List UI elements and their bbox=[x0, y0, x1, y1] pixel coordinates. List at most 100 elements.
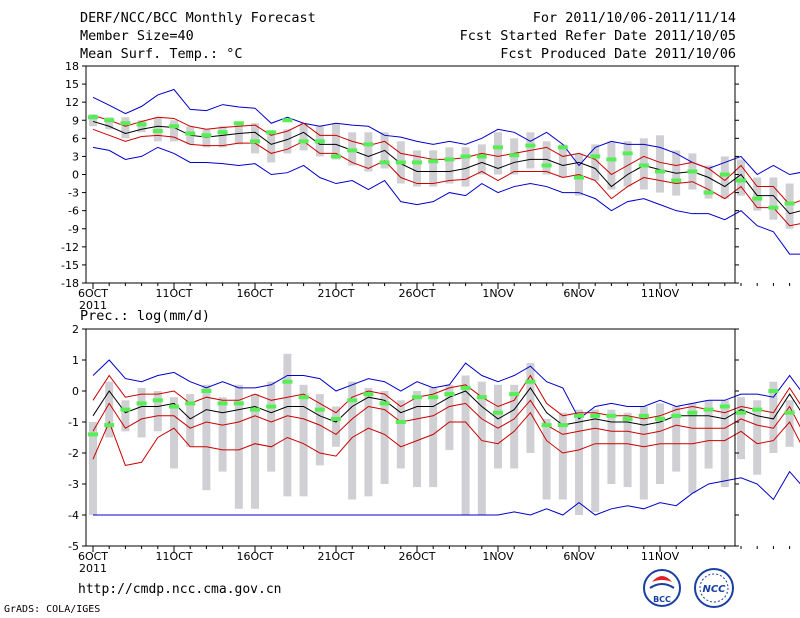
spread-box bbox=[591, 409, 600, 512]
x-tick-label: 16OCT bbox=[236, 287, 273, 300]
median-marker bbox=[557, 145, 568, 150]
x-tick-label: 26OCT bbox=[398, 550, 435, 563]
low2-line bbox=[92, 411, 800, 466]
y-tick-label: 9 bbox=[72, 114, 79, 127]
median-marker bbox=[347, 398, 358, 403]
median-marker bbox=[622, 151, 633, 156]
upper-line bbox=[92, 374, 800, 420]
refer-date: Fcst Started Refer Date 2011/10/05 bbox=[459, 28, 736, 44]
plot-frame bbox=[85, 328, 736, 547]
median-marker bbox=[703, 190, 714, 195]
median-marker bbox=[525, 143, 536, 148]
member-size: Member Size=40 bbox=[80, 28, 194, 44]
spread-box bbox=[332, 406, 340, 447]
spread-box bbox=[413, 391, 421, 488]
y-tick-label: -18 bbox=[61, 277, 79, 290]
grads-credit: GrADS: COLA/IGES bbox=[4, 604, 101, 615]
spread-box bbox=[315, 394, 324, 466]
median-marker bbox=[784, 201, 795, 206]
source-url[interactable]: http://cmdp.ncc.cma.gov.cn bbox=[78, 582, 282, 597]
median-marker bbox=[88, 115, 98, 120]
median-marker bbox=[638, 163, 649, 168]
median-marker bbox=[412, 395, 422, 400]
spread-box bbox=[461, 375, 470, 515]
spread-box bbox=[364, 387, 373, 497]
chart-title: DERF/NCC/BCC Monthly Forecast bbox=[80, 10, 316, 26]
median-marker bbox=[655, 416, 665, 421]
spread-box bbox=[105, 117, 114, 130]
median-marker bbox=[363, 142, 374, 147]
bcc-logo-text: BCC bbox=[653, 595, 671, 604]
spread-box bbox=[299, 123, 308, 151]
median-marker bbox=[266, 404, 277, 409]
spread-box bbox=[575, 409, 583, 515]
spread-box bbox=[89, 114, 97, 127]
spread-box bbox=[639, 406, 648, 500]
median-marker bbox=[88, 432, 98, 437]
spread-box bbox=[267, 381, 276, 472]
median-marker bbox=[493, 145, 503, 150]
y-tick-label: 15 bbox=[65, 78, 79, 91]
median-marker bbox=[444, 392, 455, 397]
spread-box bbox=[283, 129, 292, 154]
spread-box bbox=[737, 159, 745, 196]
min-line bbox=[93, 470, 800, 516]
x-tick-label: 11OCT bbox=[155, 287, 192, 300]
median-marker bbox=[574, 413, 584, 418]
bcc-logo: BCC bbox=[643, 569, 681, 607]
median-marker bbox=[282, 379, 293, 384]
lower-line bbox=[92, 399, 800, 436]
spread-box bbox=[429, 150, 438, 187]
median-marker bbox=[152, 129, 163, 134]
spread-box bbox=[542, 418, 551, 500]
median-marker bbox=[217, 130, 228, 135]
median-marker bbox=[347, 148, 358, 153]
median-marker bbox=[444, 157, 455, 162]
y-tick-label: -9 bbox=[68, 223, 79, 236]
upper-line bbox=[92, 114, 800, 206]
spread-box bbox=[510, 384, 519, 469]
median-marker bbox=[104, 118, 115, 123]
produced-date: Fcst Produced Date 2011/10/06 bbox=[500, 46, 736, 62]
spread-box bbox=[202, 129, 211, 148]
median-marker bbox=[136, 122, 147, 127]
x-tick-label: 1NOV bbox=[482, 287, 514, 300]
median-marker bbox=[201, 389, 212, 393]
spread-box bbox=[105, 381, 114, 438]
median-marker bbox=[201, 133, 212, 138]
median-marker bbox=[476, 395, 487, 400]
median-marker bbox=[460, 154, 471, 159]
median-marker bbox=[331, 416, 341, 421]
x-tick-label: 11OCT bbox=[155, 550, 192, 563]
median-marker bbox=[687, 410, 698, 415]
precip-label: Prec.: log(mm/d) bbox=[80, 308, 211, 324]
median-marker bbox=[687, 169, 698, 174]
median-marker bbox=[703, 407, 714, 412]
spread-box bbox=[153, 391, 162, 432]
x-tick-label: 11NOV bbox=[641, 550, 680, 563]
spread-box bbox=[558, 144, 567, 178]
logos: BCC NCC bbox=[643, 568, 734, 608]
median-marker bbox=[476, 154, 487, 159]
median-marker bbox=[314, 139, 325, 144]
y-tick-label: 1 bbox=[72, 354, 79, 367]
spread-box bbox=[267, 132, 276, 163]
spread-box bbox=[477, 144, 486, 175]
spread-box bbox=[494, 384, 502, 469]
spread-box bbox=[380, 391, 389, 484]
spread-box bbox=[137, 387, 146, 438]
plot-frame bbox=[85, 65, 736, 284]
spread-box bbox=[251, 394, 259, 509]
y-tick-label: -1 bbox=[68, 416, 79, 429]
median-marker bbox=[541, 163, 552, 168]
median-marker bbox=[298, 139, 309, 144]
spread-box bbox=[607, 141, 616, 190]
y-tick-label: -3 bbox=[68, 187, 79, 200]
y-tick-label: 6 bbox=[72, 132, 79, 145]
temperature-chart: -18 -15 -12 -9 -6 -3 0 3 6 9 12 15 18 6OCT 11OCT 16OCT 2… bbox=[61, 60, 800, 310]
spread-box bbox=[89, 422, 97, 515]
y-tick-label: 12 bbox=[65, 96, 79, 109]
median-marker bbox=[719, 172, 730, 177]
median-marker bbox=[655, 169, 665, 174]
